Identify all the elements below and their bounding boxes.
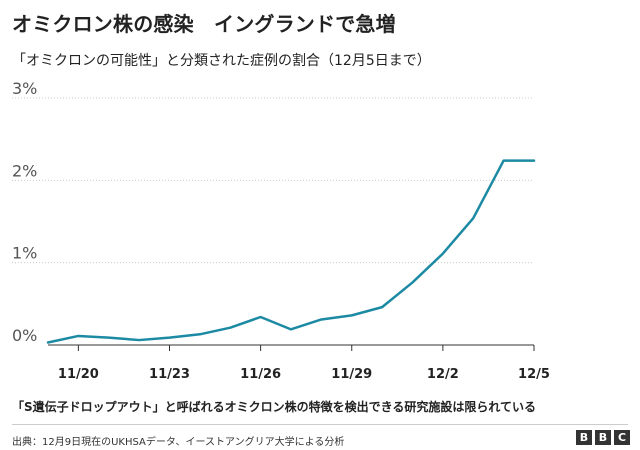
bbc-logo-block: B — [576, 430, 592, 445]
series-line — [46, 159, 536, 344]
bbc-logo: B B C — [576, 430, 630, 445]
y-tick-label: 0% — [12, 326, 37, 345]
y-tick-label: 3% — [12, 79, 37, 98]
x-tick-label: 11/26 — [240, 367, 281, 382]
gridlines — [12, 97, 534, 264]
footnote: 「S遺伝子ドロップアウト」と呼ばれるオミクロン株の特徴を検出できる研究施設は限ら… — [12, 400, 537, 414]
bbc-logo-block: B — [595, 430, 611, 445]
x-tick-label: 11/20 — [58, 367, 99, 382]
x-tick-label: 12/2 — [427, 367, 459, 382]
x-tick-labels: 11/20 11/23 11/26 11/29 12/2 12/5 — [58, 367, 550, 382]
x-tick-label: 12/5 — [518, 367, 550, 382]
x-axis — [48, 344, 535, 351]
bbc-logo-block: C — [614, 430, 630, 445]
y-tick-labels: 0% 1% 2% 3% — [12, 79, 37, 345]
x-tick-label: 11/23 — [149, 367, 190, 382]
source-note: 出典：12月9日現在のUKHSAデータ、イーストアングリア大学による分析 — [12, 437, 345, 448]
chart-title: オミクロン株の感染 イングランドで急増 — [12, 12, 396, 36]
y-tick-label: 2% — [12, 161, 37, 180]
x-tick-label: 11/29 — [331, 367, 372, 382]
chart-area: 0% 1% 2% 3% 11/20 11/23 11/26 11/29 12/2 12/5 — [12, 79, 550, 382]
chart-subtitle: 「オミクロンの可能性」と分類された症例の割合（12月5日まで） — [12, 53, 431, 69]
series-group — [46, 159, 536, 344]
footer-divider — [12, 424, 628, 425]
y-tick-label: 1% — [12, 244, 37, 263]
